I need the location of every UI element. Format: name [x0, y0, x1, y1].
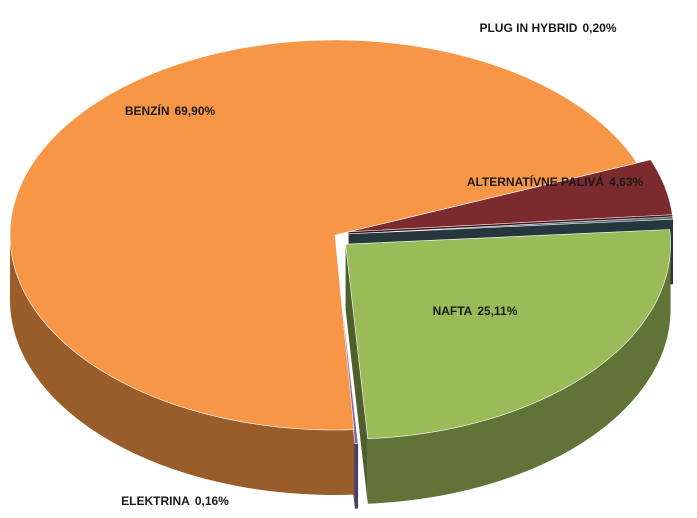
label-value: 69,90%: [174, 104, 215, 118]
pie-slice: [335, 248, 359, 444]
pie-slice-side: [354, 443, 359, 509]
label-category: BENZÍN: [125, 103, 170, 118]
pie-slice: [348, 159, 673, 233]
pie-slice: [348, 216, 674, 235]
label-value: 25,11%: [477, 304, 517, 318]
pie-slice-side: [10, 235, 354, 495]
label-value: 0,20%: [582, 21, 616, 35]
pie-slice-face: [345, 244, 368, 504]
data-label: ELEKTRINA 0,16%: [121, 494, 229, 508]
label-category: NAFTA: [433, 304, 473, 318]
label-value: 4,63%: [609, 175, 643, 189]
pie-slice: [345, 229, 671, 440]
label-category: ALTERNATÍVNE PALIVÁ: [467, 174, 605, 189]
label-category: ELEKTRINA: [121, 494, 190, 508]
data-label: ALTERNATÍVNE PALIVÁ 4,63%: [467, 174, 644, 189]
data-label: BENZÍN 69,90%: [125, 103, 216, 118]
pie-slice-side: [367, 244, 671, 504]
label-category: PLUG IN HYBRID: [479, 21, 577, 35]
label-value: 0,16%: [195, 494, 229, 508]
data-label: PLUG IN HYBRID 0,20%: [479, 21, 616, 35]
data-label: NAFTA 25,11%: [433, 304, 518, 318]
pie-slice: [9, 39, 638, 431]
